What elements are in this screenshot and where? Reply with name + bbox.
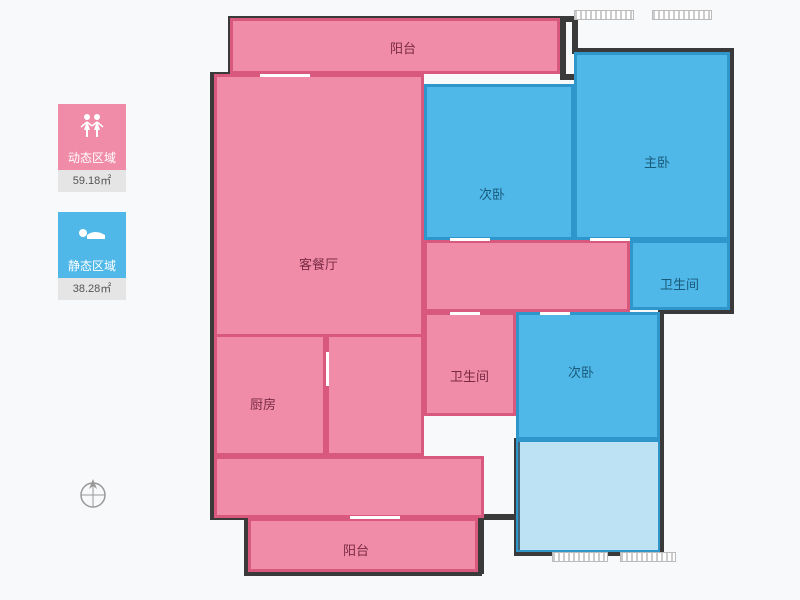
floorplan: 阳台客餐厅次卧主卧卫生间厨房卫生间次卧阳台 (200, 12, 745, 587)
static-balcony (516, 440, 660, 552)
outer-wall (560, 16, 566, 80)
room-label-bedroom2_bot: 次卧 (568, 362, 594, 381)
room-label-balcony_top: 阳台 (390, 38, 416, 57)
door-opening (260, 74, 310, 77)
room-label-balcony_bot: 阳台 (343, 540, 369, 559)
legend-dynamic-label: 动态区域 (58, 146, 126, 170)
legend-dynamic: 动态区域 59.18㎡ (58, 104, 126, 192)
legend-dynamic-icon (58, 104, 126, 146)
legend-static-icon (58, 212, 126, 254)
room-label-kitchen: 厨房 (250, 394, 276, 413)
legend-static-label: 静态区域 (58, 254, 126, 278)
door-opening (590, 238, 630, 241)
room-master_bed (574, 52, 730, 240)
room-pink_below (214, 456, 484, 518)
room-bedroom2_top (424, 84, 574, 240)
door-opening (450, 238, 490, 241)
sleep-icon (75, 223, 109, 243)
legend-dynamic-value: 59.18㎡ (58, 170, 126, 192)
door-opening (326, 352, 329, 386)
room-corridor (326, 334, 424, 456)
legend-static-value: 38.28㎡ (58, 278, 126, 300)
room-label-bedroom2_top: 次卧 (479, 184, 505, 203)
people-icon (77, 112, 107, 138)
door-opening (540, 312, 570, 315)
room-label-living_dining: 客餐厅 (299, 254, 338, 273)
door-opening (450, 312, 480, 315)
outer-wall (478, 514, 484, 574)
balcony-rail (574, 10, 634, 20)
room-label-bath1: 卫生间 (450, 366, 489, 385)
legend-static: 静态区域 38.28㎡ (58, 212, 126, 300)
room-label-master_bed: 主卧 (644, 152, 670, 171)
legend-panel: 动态区域 59.18㎡ 静态区域 38.28㎡ (58, 104, 126, 320)
balcony-rail (552, 552, 608, 562)
balcony-rail (620, 552, 676, 562)
balcony-rail (652, 10, 712, 20)
room-pink_strip (424, 240, 630, 312)
outer-wall (478, 514, 518, 520)
room-label-bath2: 卫生间 (660, 274, 699, 293)
room-bath1 (424, 312, 516, 416)
compass-icon (75, 475, 111, 511)
door-opening (350, 516, 400, 519)
